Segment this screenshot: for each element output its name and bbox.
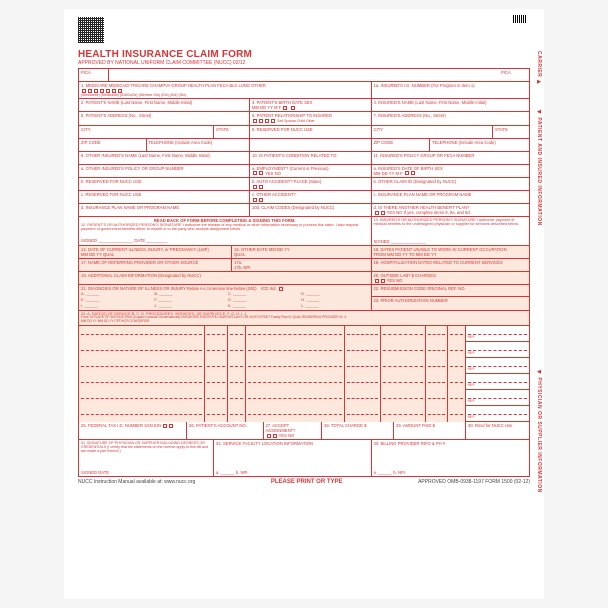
form-subtitle: APPROVED BY NATIONAL UNIFORM CLAIM COMMI… [78, 60, 530, 66]
form-footer: NUCC Instruction Manual available at: ww… [78, 479, 530, 485]
box-5[interactable]: 5. PATIENT'S ADDRESS (No., Street) [79, 112, 250, 124]
claim-form-page: HEALTH INSURANCE CLAIM FORM APPROVED BY … [64, 9, 544, 599]
pica-left: PICA [79, 69, 109, 81]
box-12: 12. PATIENT'S OR AUTHORIZED PERSON'S SIG… [81, 223, 369, 232]
form-body: 1. MEDICARE MEDICAID TRICARE CHAMPVA GRO… [78, 81, 530, 477]
box-13: 13. INSURED'S OR AUTHORIZED PERSON'S SIG… [374, 218, 528, 227]
barcode [513, 15, 526, 23]
box-11[interactable]: 11. INSURED'S POLICY GROUP OR FECA NUMBE… [372, 152, 530, 164]
box-8: 8. RESERVED FOR NUCC USE [250, 126, 372, 138]
box-2[interactable]: 2. PATIENT'S NAME (Last Name, First Name… [79, 99, 250, 111]
qr-code [78, 17, 104, 43]
side-patient: ◀ PATIENT AND INSURED INFORMATION [536, 109, 542, 226]
box-7[interactable]: 7. INSURED'S ADDRESS (No., Street) [372, 112, 530, 124]
pica-right: PICA [499, 69, 529, 81]
box-1a[interactable]: 1a. INSURED'S I.D. NUMBER (For Program i… [372, 82, 530, 98]
side-physician: ◀ PHYSICIAN OR SUPPLIER INFORMATION [536, 369, 542, 493]
box-10: 10. IS PATIENT'S CONDITION RELATED TO: [250, 152, 372, 164]
carrier-label: CARRIER ▶ [536, 51, 542, 86]
box-9[interactable]: 9. OTHER INSURED'S NAME (Last Name, Firs… [79, 152, 250, 164]
form-title: HEALTH INSURANCE CLAIM FORM [78, 49, 530, 60]
box-4[interactable]: 4. INSURED'S NAME (Last Name, First Name… [372, 99, 530, 111]
